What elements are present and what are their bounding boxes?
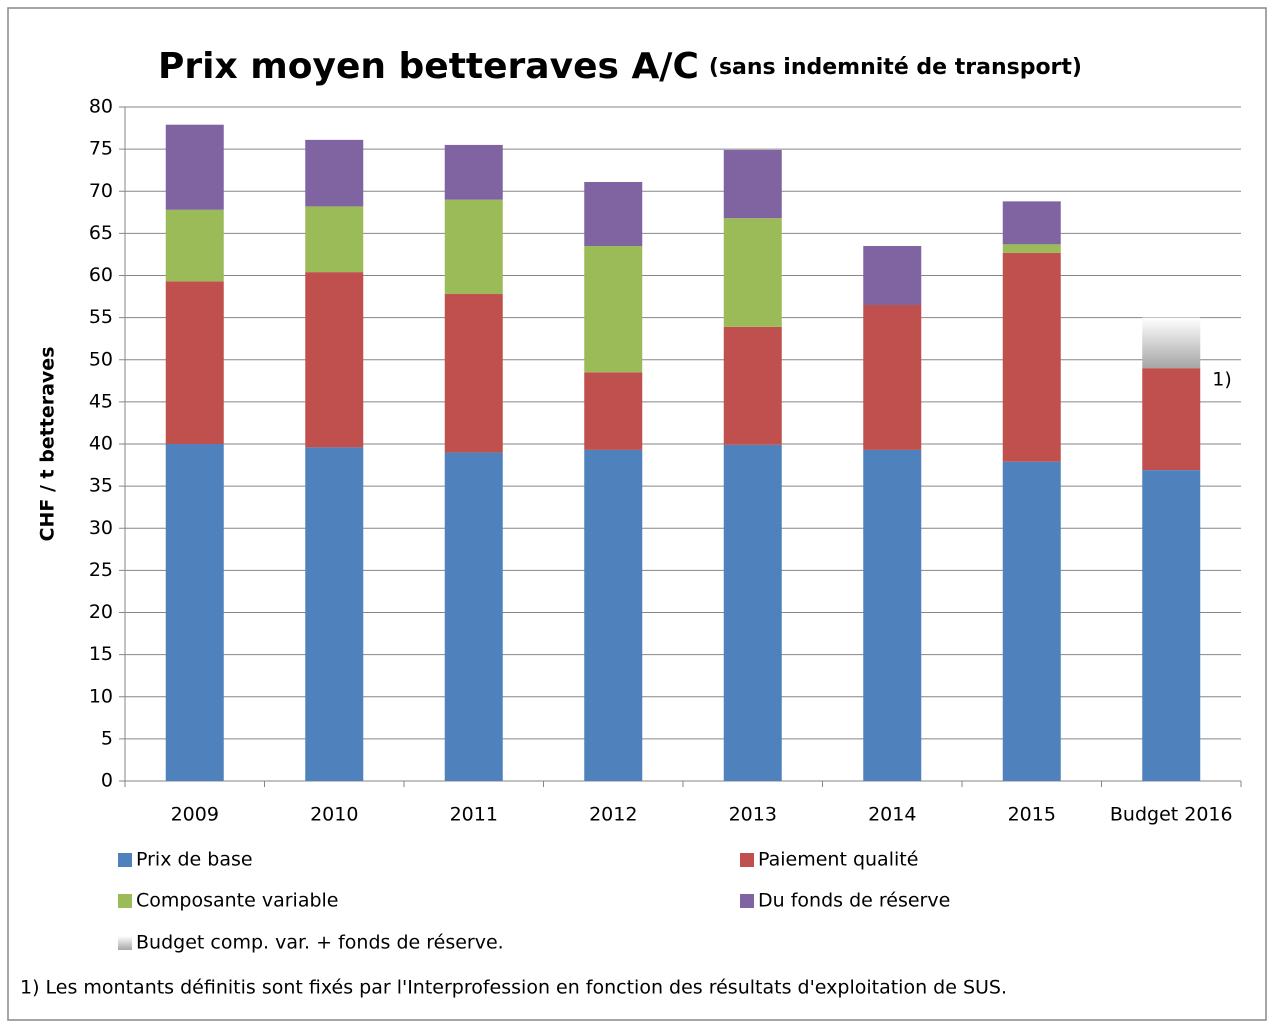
bar-segment [165, 281, 224, 444]
legend-label: Budget comp. var. + fonds de réserve. [136, 932, 504, 954]
bar-segment [723, 149, 782, 219]
bar-segment [1002, 252, 1061, 462]
x-tick-label: 2009 [171, 804, 219, 826]
legend-swatch [118, 936, 132, 950]
bar-segment [444, 144, 503, 200]
y-tick-label: 20 [89, 601, 113, 623]
legend-label: Prix de base [136, 849, 253, 871]
y-tick-label: 80 [89, 96, 113, 118]
y-tick-label: 70 [89, 180, 113, 202]
bar-segment [584, 372, 643, 450]
subtitle: (sans indemnité de transport) [709, 55, 1082, 80]
x-tick-label: 2010 [310, 804, 358, 826]
x-tick-label: 2014 [868, 804, 916, 826]
bar-segment [1142, 317, 1201, 369]
bar-segment [584, 449, 643, 781]
y-tick-label: 10 [89, 685, 113, 707]
legend-swatch [118, 894, 132, 908]
x-tick-label: Budget 2016 [1110, 804, 1233, 826]
y-tick-label: 55 [89, 306, 113, 328]
y-tick-label: 40 [89, 433, 113, 455]
bar-segment [863, 449, 922, 781]
x-tick-label: 2015 [1008, 804, 1056, 826]
bar-segment [723, 326, 782, 445]
bar-segment [1142, 470, 1201, 781]
x-tick-label: 2013 [729, 804, 777, 826]
y-tick-label: 50 [89, 348, 113, 370]
bar-segment [1002, 244, 1061, 253]
bar-segment [1142, 368, 1201, 471]
bar-segment [1002, 461, 1061, 781]
bar-segment [584, 181, 643, 247]
chart-title: Prix moyen betteraves A/C (sans indemnité… [158, 46, 1082, 87]
bar-segment [165, 444, 224, 781]
annotation: 1) [1212, 369, 1232, 391]
legend-swatch [740, 894, 754, 908]
bar-segment [584, 246, 643, 373]
footnote: 1) Les montants définitis sont fixés par… [20, 977, 1007, 999]
bar-segment [444, 294, 503, 453]
legend-swatch [740, 853, 754, 867]
y-tick-label: 0 [101, 770, 113, 792]
bar-segment [305, 272, 364, 448]
bar-segment [165, 124, 224, 210]
legend-label: Du fonds de réserve [758, 890, 950, 912]
bar-segment [165, 209, 224, 282]
title: Prix moyen betteraves A/C [158, 46, 699, 87]
y-tick-label: 15 [89, 643, 113, 665]
bar-segment [444, 452, 503, 781]
bar-segment [863, 246, 922, 305]
y-tick-label: 65 [89, 222, 113, 244]
bar-segment [444, 199, 503, 295]
bar-segment [305, 206, 364, 273]
legend-label: Paiement qualité [758, 849, 918, 871]
legend-label: Composante variable [136, 890, 339, 912]
legend-swatch [118, 853, 132, 867]
y-tick-label: 30 [89, 517, 113, 539]
y-tick-label: 45 [89, 390, 113, 412]
y-tick-label: 35 [89, 475, 113, 497]
y-tick-label: 5 [101, 727, 113, 749]
y-tick-label: 60 [89, 264, 113, 286]
y-axis-label: CHF / t betteraves [37, 346, 59, 541]
x-tick-label: 2011 [450, 804, 498, 826]
bar-segment [1002, 201, 1061, 245]
bar-segment [863, 304, 922, 450]
y-tick-label: 25 [89, 559, 113, 581]
bar-segment [305, 139, 364, 207]
bar-segment [723, 218, 782, 327]
bar-segment [723, 444, 782, 781]
x-tick-label: 2012 [589, 804, 637, 826]
bar-segment [305, 447, 364, 781]
y-tick-label: 75 [89, 138, 113, 160]
